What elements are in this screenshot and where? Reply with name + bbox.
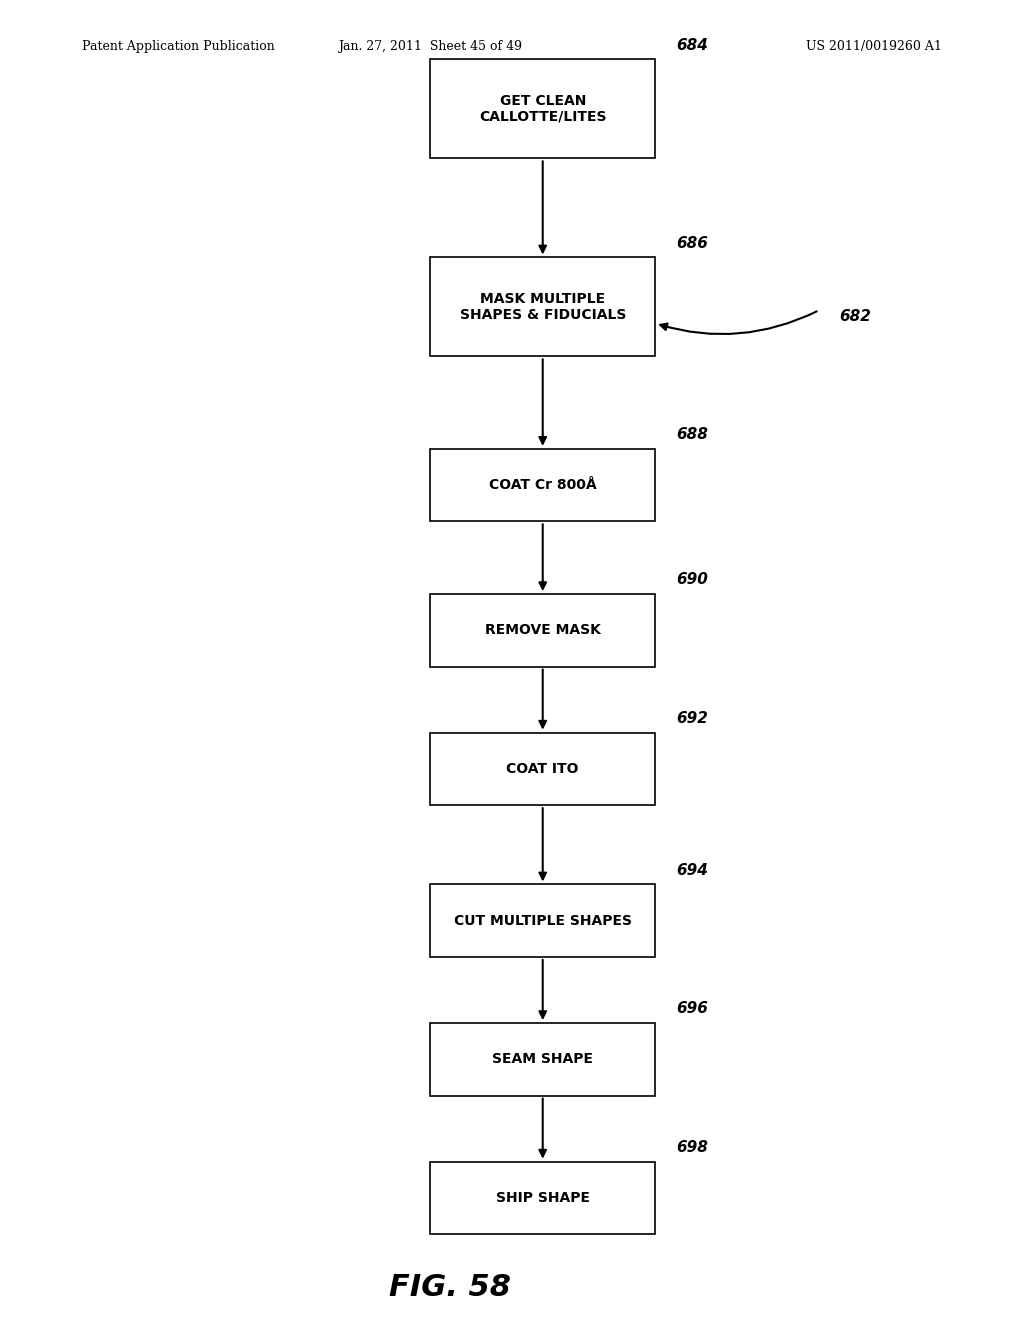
Text: 688: 688	[676, 428, 708, 442]
Text: GET CLEAN
CALLOTTE/LITES: GET CLEAN CALLOTTE/LITES	[479, 94, 606, 124]
FancyBboxPatch shape	[430, 59, 655, 158]
Text: Patent Application Publication: Patent Application Publication	[82, 40, 274, 53]
Text: MASK MULTIPLE
SHAPES & FIDUCIALS: MASK MULTIPLE SHAPES & FIDUCIALS	[460, 292, 626, 322]
Text: FIG. 58: FIG. 58	[389, 1272, 511, 1302]
Text: 696: 696	[676, 1002, 708, 1016]
FancyBboxPatch shape	[430, 884, 655, 957]
Text: US 2011/0019260 A1: US 2011/0019260 A1	[806, 40, 942, 53]
Text: 692: 692	[676, 711, 708, 726]
Text: Jan. 27, 2011  Sheet 45 of 49: Jan. 27, 2011 Sheet 45 of 49	[338, 40, 522, 53]
Text: CUT MULTIPLE SHAPES: CUT MULTIPLE SHAPES	[454, 913, 632, 928]
Text: COAT Cr 800Å: COAT Cr 800Å	[488, 478, 597, 492]
Text: 684: 684	[676, 38, 708, 53]
Text: COAT ITO: COAT ITO	[507, 762, 579, 776]
Text: SHIP SHAPE: SHIP SHAPE	[496, 1191, 590, 1205]
FancyBboxPatch shape	[430, 733, 655, 805]
FancyBboxPatch shape	[430, 449, 655, 521]
Text: REMOVE MASK: REMOVE MASK	[484, 623, 601, 638]
Text: 698: 698	[676, 1140, 708, 1155]
Text: 690: 690	[676, 573, 708, 587]
Text: 686: 686	[676, 236, 708, 251]
FancyBboxPatch shape	[430, 1162, 655, 1234]
FancyBboxPatch shape	[430, 1023, 655, 1096]
FancyBboxPatch shape	[430, 257, 655, 356]
Text: 694: 694	[676, 863, 708, 878]
Text: SEAM SHAPE: SEAM SHAPE	[493, 1052, 593, 1067]
FancyBboxPatch shape	[430, 594, 655, 667]
Text: 682: 682	[840, 309, 871, 325]
